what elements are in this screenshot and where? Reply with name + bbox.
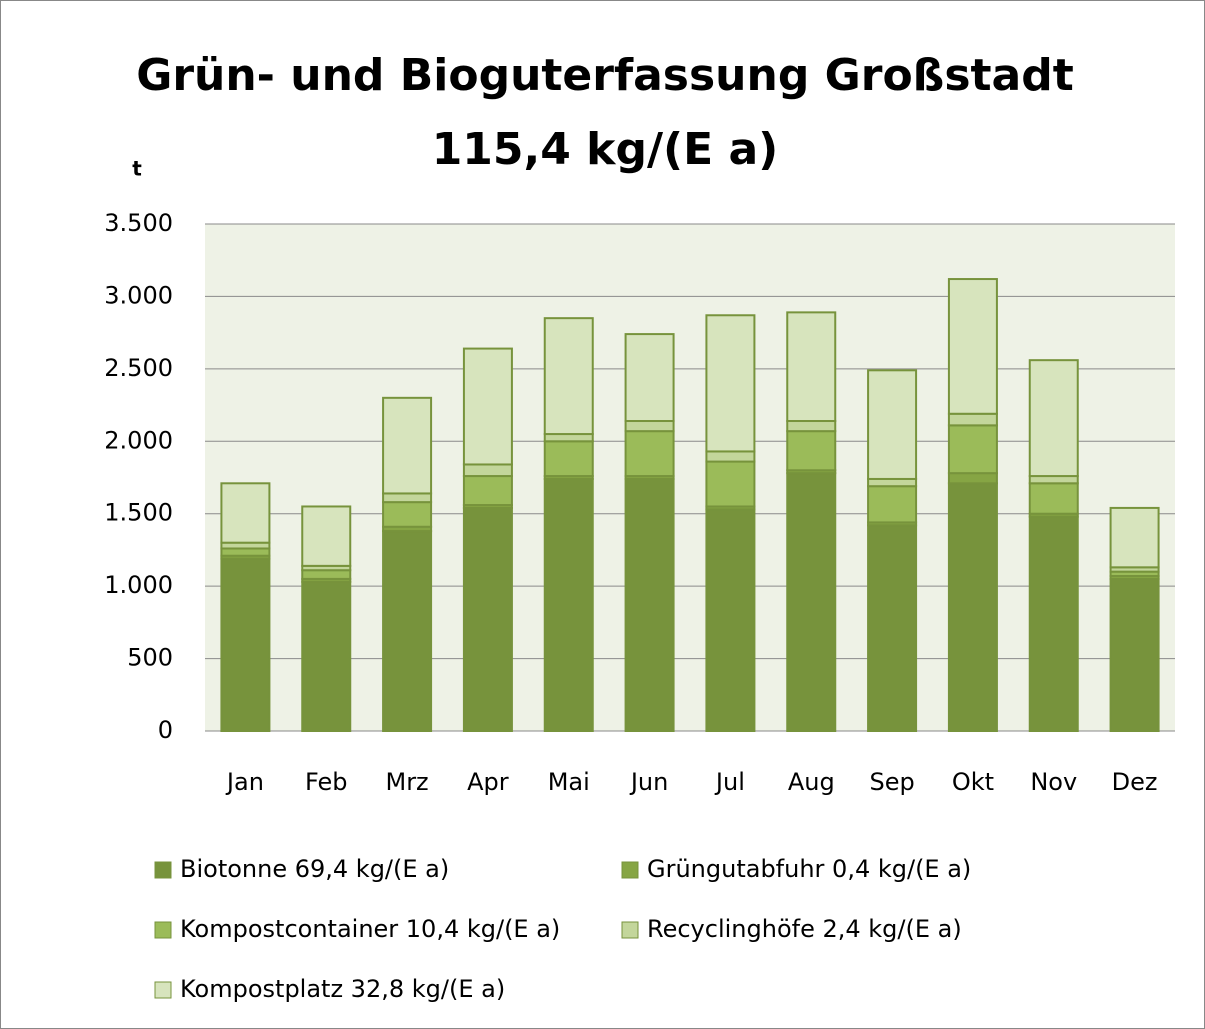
- x-tick-label: Sep: [869, 768, 914, 796]
- legend-swatch: [621, 861, 639, 879]
- bar-segment: [382, 530, 433, 733]
- y-tick-label: 2.000: [104, 426, 173, 454]
- bar-segment: [462, 347, 513, 466]
- bar-segment: [624, 430, 675, 478]
- y-tick-label: 3.000: [104, 281, 173, 309]
- bar-segment: [867, 369, 918, 480]
- bar-segment: [543, 440, 594, 478]
- bar-segment: [624, 420, 675, 433]
- bar-segment: [301, 569, 352, 580]
- bar-segment: [1109, 577, 1160, 733]
- bar-segment: [1028, 515, 1079, 733]
- bar-segment: [462, 506, 513, 733]
- y-tick-label: 500: [127, 644, 173, 672]
- bar-segment: [705, 450, 756, 463]
- bar-segment: [786, 472, 837, 732]
- legend-swatch: [621, 921, 639, 939]
- x-tick-label: Apr: [467, 768, 509, 796]
- x-tick-label: Nov: [1030, 768, 1077, 796]
- bar-segment: [1028, 359, 1079, 478]
- x-tick-label: Dez: [1112, 768, 1158, 796]
- bar-segment: [705, 508, 756, 732]
- bar-segment: [867, 524, 918, 732]
- bar-segment: [786, 311, 837, 423]
- x-tick-label: Jul: [714, 768, 745, 796]
- legend-swatch: [154, 861, 172, 879]
- legend-swatch: [154, 921, 172, 939]
- legend-label: Biotonne 69,4 kg/(E a): [180, 855, 449, 883]
- bar-segment: [301, 580, 352, 732]
- bar-segment: [867, 485, 918, 524]
- bar-segment: [1028, 482, 1079, 515]
- bar-segment: [543, 433, 594, 443]
- x-tick-label: Mai: [548, 768, 590, 796]
- bar-segment: [382, 501, 433, 528]
- bar-segment: [705, 460, 756, 508]
- legend-label: Grüngutabfuhr 0,4 kg/(E a): [647, 855, 971, 883]
- legend-swatch: [154, 981, 172, 999]
- legend-label: Recyclinghöfe 2,4 kg/(E a): [647, 915, 962, 943]
- y-tick-label: 2.500: [104, 354, 173, 382]
- x-tick-label: Okt: [952, 768, 994, 796]
- bar-segment: [301, 505, 352, 567]
- bar-segment: [947, 424, 998, 475]
- bar-segment: [947, 278, 998, 415]
- x-tick-label: Aug: [788, 768, 835, 796]
- plot-area: [205, 224, 1175, 731]
- legend-label: Kompostplatz 32,8 kg/(E a): [180, 975, 505, 1003]
- bar-segment: [786, 430, 837, 472]
- x-tick-label: Feb: [305, 768, 348, 796]
- bar-segment: [543, 317, 594, 436]
- bar-segment: [624, 333, 675, 423]
- bar-segment: [947, 412, 998, 427]
- y-tick-label: 0: [158, 716, 173, 744]
- bar-segment: [382, 396, 433, 495]
- bar-segment: [947, 472, 998, 485]
- bar-segment: [543, 477, 594, 732]
- bar-segment: [947, 482, 998, 732]
- y-tick-label: 3.500: [104, 209, 173, 237]
- bar-segment: [624, 477, 675, 732]
- x-tick-label: Jan: [225, 768, 264, 796]
- x-tick-label: Jun: [629, 768, 669, 796]
- chart-title: Grün- und Bioguterfassung Großstadt: [136, 50, 1074, 101]
- bar-segment: [220, 557, 271, 732]
- bar-segment: [1109, 506, 1160, 569]
- bar-segment: [786, 420, 837, 433]
- bar-segment: [220, 482, 271, 544]
- bar-segment: [382, 492, 433, 504]
- bar-segment: [1028, 475, 1079, 485]
- bar-segment: [220, 547, 271, 557]
- bar-segment: [462, 475, 513, 507]
- x-tick-label: Mrz: [385, 768, 428, 796]
- bar-segment: [867, 477, 918, 488]
- bar-segment: [705, 314, 756, 453]
- y-axis-label: t: [132, 157, 142, 181]
- chart-subtitle: 115,4 kg/(E a): [432, 124, 779, 175]
- y-tick-label: 1.000: [104, 571, 173, 599]
- bar-segment: [462, 463, 513, 478]
- legend-label: Kompostcontainer 10,4 kg/(E a): [180, 915, 560, 943]
- y-tick-label: 1.500: [104, 499, 173, 527]
